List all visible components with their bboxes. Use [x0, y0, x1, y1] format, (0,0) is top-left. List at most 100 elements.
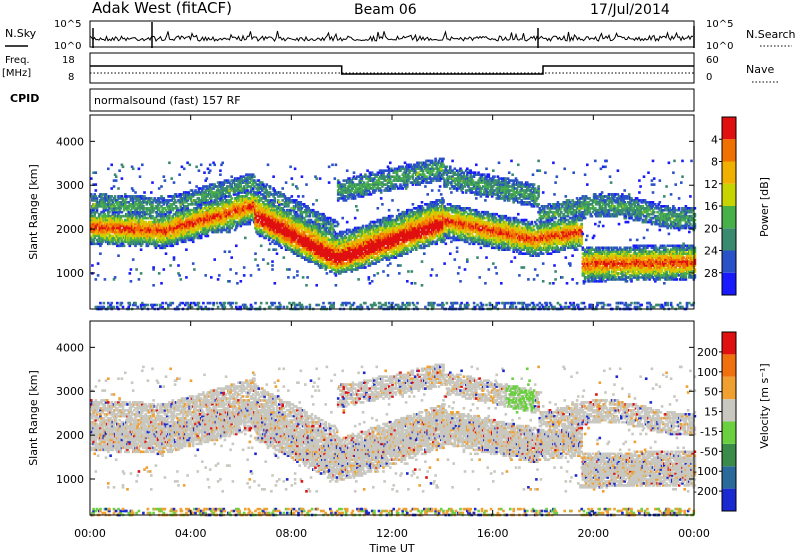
power-cell-1567: [184, 205, 187, 208]
power-cell-2723: [253, 175, 256, 178]
power-cell-1011: [150, 197, 153, 200]
power-cell-2105: [217, 306, 220, 309]
power-cell-3218: [283, 256, 286, 259]
power-cell-397: [113, 185, 116, 188]
power-cell-2158: [219, 169, 222, 172]
power-cell-66: [93, 211, 96, 214]
power-cell-1241: [165, 302, 168, 305]
power-cell-75: [95, 243, 98, 246]
power-cell-456: [117, 254, 120, 257]
power-cell-3446: [294, 168, 297, 171]
power-cell-4776: [364, 266, 367, 269]
figure: Adak West (fitACF) Beam 06 17/Jul/2014 N…: [0, 0, 800, 554]
power-cell-2423: [236, 282, 239, 285]
power-cell-1942: [207, 168, 210, 171]
power-cell-1754: [195, 166, 198, 169]
power-cell-1776: [198, 306, 201, 309]
power-cell-3958: [322, 302, 325, 305]
power-cell-1242: [165, 252, 168, 255]
power-cell-660: [130, 268, 133, 271]
power-cell-3085: [275, 306, 278, 309]
power-cell-2725: [254, 302, 257, 305]
power-cell-3643: [305, 306, 308, 309]
power-cell-4598: [355, 205, 358, 208]
power-cell-4403: [346, 233, 349, 236]
power-cell-4137: [332, 302, 335, 305]
power-cell-2300: [228, 250, 231, 253]
noise-trace: [90, 22, 694, 48]
power-cell-2319: [229, 302, 232, 305]
power-cell-109: [97, 262, 100, 265]
power-cell-638: [129, 302, 132, 305]
power-cell-1179: [161, 306, 164, 309]
power-cell-2554: [243, 185, 246, 188]
power-cell-3477: [296, 270, 299, 273]
power-cell-3475: [296, 304, 299, 307]
power-cell-175: [100, 211, 103, 214]
power-cell-1470: [178, 173, 181, 176]
power-cell-4192: [335, 164, 338, 167]
noise-left-label: N.Sky: [5, 27, 37, 40]
power-cell-1080: [156, 304, 159, 307]
power-cell-3273: [286, 306, 289, 309]
power-cell-2351: [230, 175, 233, 178]
power-cell-1796: [198, 169, 201, 172]
power-cell-3295: [287, 276, 290, 279]
power-cell-1381: [173, 181, 176, 184]
power-cell-1885: [204, 274, 207, 277]
power-cell-2807: [259, 229, 262, 232]
noise-right-tick-low: 10^0: [706, 41, 733, 52]
power-cell-3274: [286, 268, 289, 271]
power-cell-3214: [281, 199, 284, 202]
power-cell-1630: [187, 191, 190, 194]
power-cell-2046: [213, 258, 216, 261]
power-cell-4773: [363, 181, 366, 184]
power-cell-1574: [185, 248, 188, 251]
power-cell-1926: [207, 302, 210, 305]
power-cell-1792: [198, 197, 201, 200]
power-cell-4175: [335, 284, 338, 287]
power-cell-435: [115, 179, 118, 182]
power-cell-1869: [202, 185, 205, 188]
cpid-label: CPID: [10, 92, 39, 105]
power-cell-2727: [254, 252, 257, 255]
power-cell-1203: [163, 268, 166, 271]
noise-panel-frame: [90, 21, 694, 47]
power-cell-955: [147, 217, 150, 220]
power-cell-956: [147, 213, 150, 216]
power-cell-3183: [280, 247, 283, 250]
power-cell-2672: [251, 306, 254, 309]
power-cell-2860: [262, 258, 265, 261]
power-cell-513: [121, 302, 124, 305]
noise-right-tick-high: 10^5: [706, 19, 733, 30]
power-cell-2982: [269, 306, 272, 309]
power-cell-3316: [288, 302, 291, 305]
power-cell-2106: [217, 278, 220, 281]
power-cell-4700: [360, 173, 363, 176]
power-cell-2894: [264, 235, 267, 238]
power-cell-1178: [160, 185, 163, 188]
power-cell-1349: [172, 245, 175, 248]
power-cell-360: [112, 235, 115, 238]
power-cell-4134: [331, 164, 334, 167]
power-cell-943: [147, 304, 150, 307]
power-cell-1240: [164, 179, 167, 182]
power-cell-3789: [312, 203, 315, 206]
power-cell-3377: [291, 177, 294, 180]
power-cell-3066: [274, 282, 277, 285]
power-cell-1033: [152, 284, 155, 287]
power-cell-2824: [260, 245, 263, 248]
power-cell-793: [136, 195, 139, 198]
power-cell-88: [95, 189, 98, 192]
power-cell-3401: [293, 276, 296, 279]
power-cell-2027: [212, 302, 215, 305]
power-cell-1314: [169, 264, 172, 267]
power-cell-833: [140, 272, 143, 275]
nave-label: Nave: [746, 63, 774, 76]
power-cell-1986: [209, 164, 212, 167]
power-cell-2225: [224, 250, 227, 253]
power-cell-1119: [158, 272, 161, 275]
power-cell-548: [122, 197, 125, 200]
freq-label-line1: Freq.: [5, 55, 30, 66]
power-cell-4021: [326, 272, 329, 275]
